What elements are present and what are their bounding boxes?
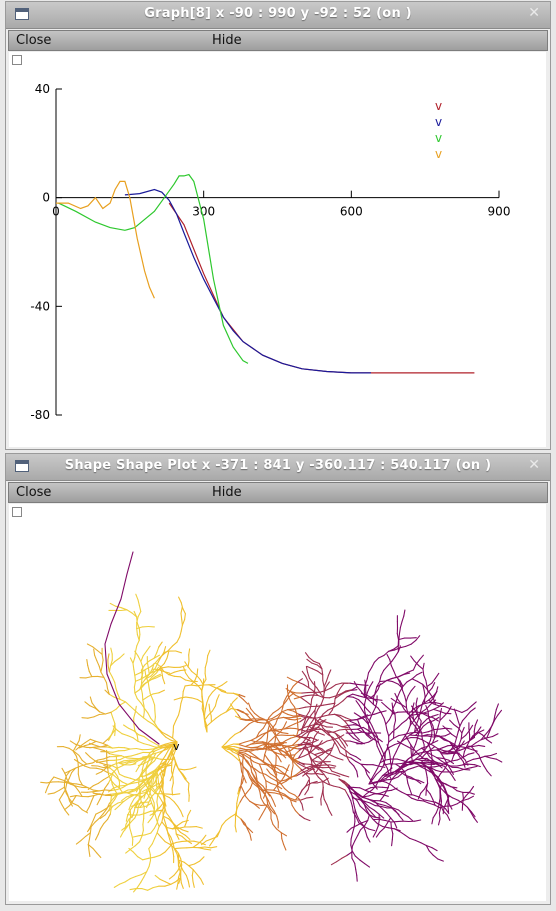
shape-titlebar[interactable]: Shape Shape Plot x -371 : 841 y -360.117… [6,454,550,481]
neuron-morphology: v [40,551,503,893]
graph-close-button[interactable]: Close [16,33,52,48]
graph-checkbox[interactable] [12,55,22,65]
graph-titlebar[interactable]: Graph[8] x -90 : 990 y -92 : 52 (on ) ✕ [6,2,550,29]
series-line-3 [58,173,249,364]
x-tick-label: 600 [340,205,363,219]
close-window-icon[interactable]: ✕ [528,5,540,21]
y-tick-label: -80 [30,408,50,422]
y-tick-label: 0 [42,191,50,205]
shape-menubar: Close Hide [8,482,548,503]
legend-entry: v [435,131,442,145]
y-tick-label: -40 [30,299,50,313]
graph-window-title: Graph[8] x -90 : 990 y -92 : 52 (on ) [144,6,412,21]
close-window-icon[interactable]: ✕ [528,457,540,473]
x-tick-label: 900 [488,205,511,219]
series-line-4 [56,180,155,299]
x-tick-label: 300 [192,205,215,219]
series-line-2 [124,188,371,374]
graph-canvas[interactable]: 40 0 -40 -80 0 300 600 900 v v v v [9,52,546,447]
window-menu-icon[interactable] [15,8,29,20]
graph-hide-button[interactable]: Hide [212,33,242,48]
legend-entry: v [435,147,442,161]
soma-label: v [173,740,180,753]
legend-entry: v [435,99,442,113]
window-menu-icon[interactable] [15,460,29,472]
shape-window: Shape Shape Plot x -371 : 841 y -360.117… [5,453,551,905]
shape-window-title: Shape Shape Plot x -371 : 841 y -360.117… [64,458,492,473]
shape-hide-button[interactable]: Hide [212,485,242,500]
legend-entry: v [435,115,442,129]
shape-checkbox[interactable] [12,507,22,517]
x-tick-label: 0 [52,205,60,219]
graph-window: Graph[8] x -90 : 990 y -92 : 52 (on ) ✕ … [5,1,551,450]
shape-close-button[interactable]: Close [16,485,52,500]
graph-menubar: Close Hide [8,30,548,51]
y-tick-label: 40 [35,82,50,96]
shape-canvas[interactable]: v [9,504,546,901]
